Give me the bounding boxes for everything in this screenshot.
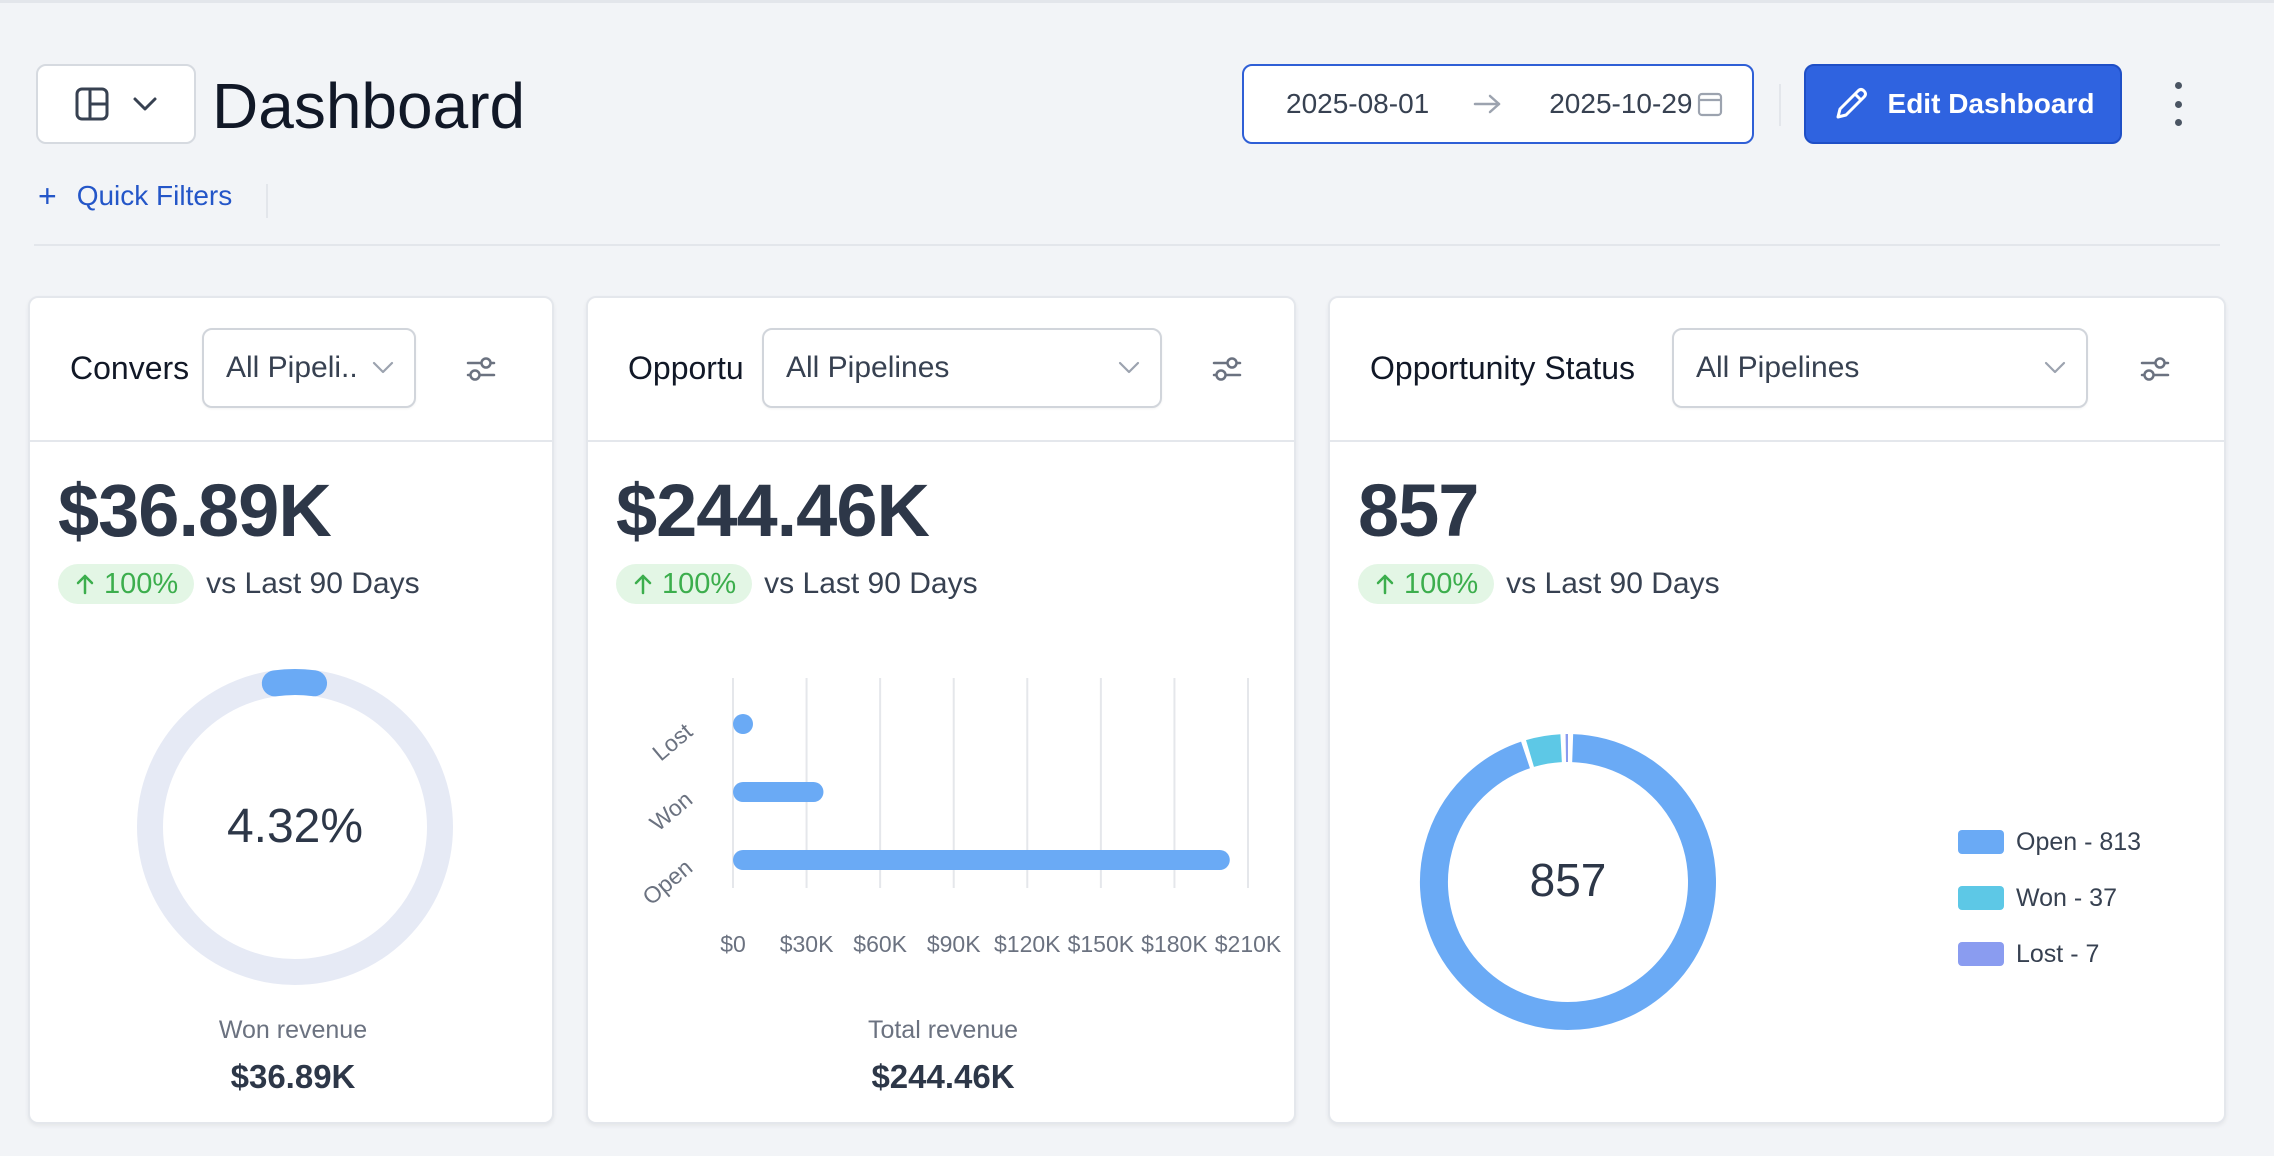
donut-slice[interactable] bbox=[1420, 734, 1716, 1030]
pipeline-select-value: All Pipelines bbox=[1696, 351, 1860, 384]
opportunity-status-card: Opportunity Status All Pipelines 857 100… bbox=[1328, 296, 2226, 1124]
bar-lost[interactable] bbox=[733, 714, 753, 734]
pipeline-select-value: All Pipelines bbox=[786, 351, 950, 384]
chevron-down-icon bbox=[372, 361, 394, 375]
footer-value: $244.46K bbox=[871, 1058, 1015, 1095]
x-tick-label: $30K bbox=[780, 931, 834, 957]
chevron-down-icon bbox=[1118, 361, 1140, 375]
x-tick-label: $0 bbox=[720, 931, 746, 957]
trend-row: 100% vs Last 90 Days bbox=[616, 564, 978, 604]
pipeline-select-value: All Pipeli... bbox=[226, 351, 360, 384]
card-header: Opportu All Pipelines bbox=[588, 298, 1294, 442]
y-tick-label: Lost bbox=[647, 718, 697, 766]
x-tick-label: $90K bbox=[927, 931, 981, 957]
header-divider bbox=[1779, 84, 1781, 126]
opportunity-value-card: Opportu All Pipelines $244.46K 100% vs L… bbox=[586, 296, 1296, 1124]
y-tick-label: Open bbox=[637, 854, 697, 910]
trend-comparison: vs Last 90 Days bbox=[1506, 567, 1720, 600]
edit-dashboard-label: Edit Dashboard bbox=[1887, 88, 2095, 119]
card-title: Opportunity Status bbox=[1370, 350, 1636, 386]
legend-label: Lost - 7 bbox=[2016, 939, 2100, 968]
legend-swatch bbox=[1958, 942, 2004, 966]
kpi-value: 857 bbox=[1358, 469, 1479, 552]
card-title: Convers bbox=[70, 350, 190, 386]
trend-percent: 100% bbox=[1404, 567, 1479, 600]
legend-swatch bbox=[1958, 886, 2004, 910]
trend-badge: 100% bbox=[616, 564, 753, 604]
card-title: Opportu bbox=[628, 350, 744, 386]
trend-row: 100% vs Last 90 Days bbox=[58, 564, 420, 604]
status-donut-chart: 857 bbox=[1420, 734, 1716, 1030]
pipeline-select[interactable]: All Pipelines bbox=[762, 328, 1162, 408]
layout-switcher-button[interactable] bbox=[36, 64, 196, 144]
gauge-progress bbox=[261, 669, 328, 697]
trend-percent: 100% bbox=[662, 567, 737, 600]
date-range-picker[interactable]: 2025-08-01 2025-10-29 bbox=[1242, 64, 1754, 144]
trend-row: 100% vs Last 90 Days bbox=[1358, 564, 1720, 604]
date-end[interactable]: 2025-10-29 bbox=[1549, 88, 1693, 119]
settings-sliders-icon[interactable] bbox=[2138, 352, 2172, 386]
legend-item[interactable]: Won - 37 bbox=[1958, 870, 2141, 926]
trend-comparison: vs Last 90 Days bbox=[764, 567, 978, 600]
pipeline-select[interactable]: All Pipelines bbox=[1672, 328, 2088, 408]
calendar-icon[interactable] bbox=[1696, 90, 1724, 118]
x-tick-label: $120K bbox=[994, 931, 1061, 957]
gauge-label: 4.32% bbox=[227, 800, 363, 853]
trend-percent: 100% bbox=[104, 567, 179, 600]
more-options-icon[interactable] bbox=[2166, 82, 2190, 126]
x-tick-label: $180K bbox=[1141, 931, 1208, 957]
donut-center-label: 857 bbox=[1530, 854, 1607, 906]
trend-comparison: vs Last 90 Days bbox=[206, 567, 420, 600]
card-header: Opportunity Status All Pipelines bbox=[1330, 298, 2224, 442]
date-start[interactable]: 2025-08-01 bbox=[1286, 88, 1430, 119]
x-tick-label: $60K bbox=[853, 931, 907, 957]
legend-label: Open - 813 bbox=[2016, 827, 2142, 856]
chevron-down-icon bbox=[133, 97, 157, 111]
page-title: Dashboard bbox=[212, 70, 526, 142]
x-tick-label: $150K bbox=[1068, 931, 1135, 957]
kpi-value: $36.89K bbox=[58, 469, 332, 552]
footer-label: Won revenue bbox=[218, 1016, 368, 1044]
chevron-down-icon bbox=[2044, 361, 2066, 375]
arrow-up-icon bbox=[1376, 574, 1394, 595]
layout-icon bbox=[75, 87, 109, 121]
quick-filters-button[interactable]: + Quick Filters bbox=[38, 180, 232, 212]
conversion-gauge: 4.32% bbox=[137, 669, 453, 985]
bar-open[interactable] bbox=[733, 850, 1230, 870]
x-tick-label: $210K bbox=[1215, 931, 1282, 957]
arrow-right-icon bbox=[1473, 93, 1503, 115]
legend-swatch bbox=[1958, 830, 2004, 854]
footer-value: $36.89K bbox=[230, 1058, 356, 1095]
footer-label: Total revenue bbox=[867, 1016, 1019, 1044]
legend-item[interactable]: Open - 813 bbox=[1958, 814, 2141, 870]
header-separator bbox=[34, 244, 2220, 246]
arrow-up-icon bbox=[76, 574, 94, 595]
settings-sliders-icon[interactable] bbox=[1210, 352, 1244, 386]
arrow-up-icon bbox=[634, 574, 652, 595]
trend-badge: 100% bbox=[1358, 564, 1495, 604]
bar-won[interactable] bbox=[733, 782, 824, 802]
pencil-icon bbox=[1836, 88, 1867, 119]
legend-label: Won - 37 bbox=[2016, 883, 2117, 912]
quick-filters-divider bbox=[266, 184, 268, 218]
quick-filters-label: Quick Filters bbox=[76, 180, 233, 211]
trend-badge: 100% bbox=[58, 564, 195, 604]
plus-icon: + bbox=[38, 178, 57, 214]
donut-legend: Open - 813 Won - 37 Lost - 7 bbox=[1958, 814, 2141, 982]
kpi-value: $244.46K bbox=[616, 469, 930, 552]
conversion-rate-card: Convers All Pipeli... $36.89K 100% vs La… bbox=[28, 296, 554, 1124]
top-border bbox=[0, 0, 2274, 3]
donut-slice[interactable] bbox=[1526, 734, 1563, 768]
settings-sliders-icon[interactable] bbox=[464, 352, 498, 386]
legend-item[interactable]: Lost - 7 bbox=[1958, 926, 2141, 982]
pipeline-select[interactable]: All Pipeli... bbox=[202, 328, 416, 408]
card-header: Convers All Pipeli... bbox=[30, 298, 552, 442]
edit-dashboard-button[interactable]: Edit Dashboard bbox=[1804, 64, 2122, 144]
y-tick-label: Won bbox=[645, 786, 698, 836]
revenue-bar-chart: $0 $30K $60K $90K $120K $150K $180K $210K Lost Wo… bbox=[637, 678, 1282, 957]
